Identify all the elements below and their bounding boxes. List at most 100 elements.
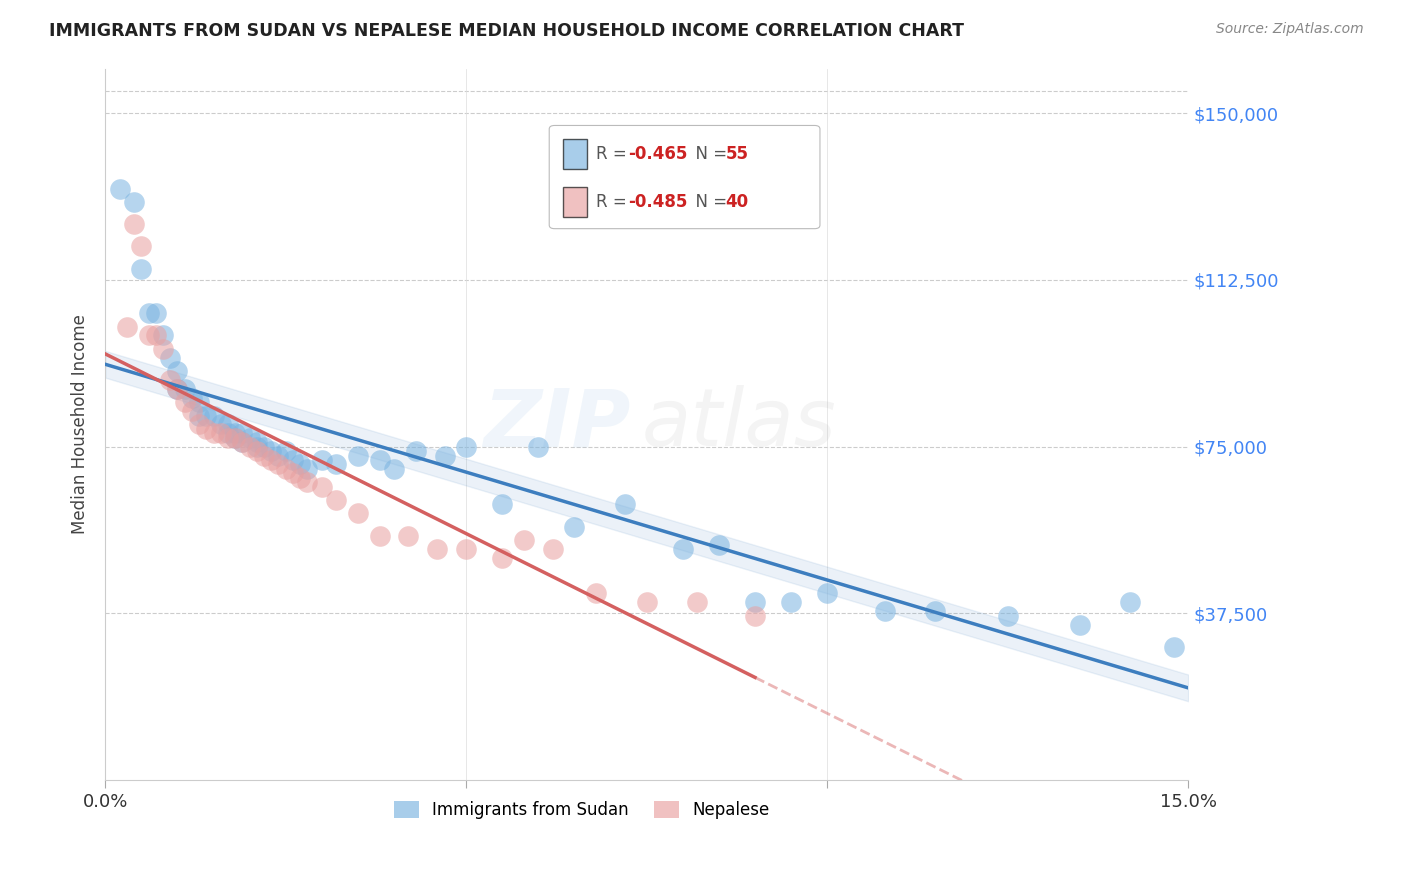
Point (108, 181, 131, 195)
Text: R =: R = (596, 193, 631, 211)
Point (180, 391, 202, 405)
Point (780, 595, 803, 609)
Point (744, 608, 766, 623)
Point (274, 444, 297, 458)
Text: 40: 40 (725, 193, 749, 211)
Point (202, 409, 225, 423)
Point (288, 471, 311, 485)
Text: IMMIGRANTS FROM SUDAN VS NEPALESE MEDIAN HOUSEHOLD INCOME CORRELATION CHART: IMMIGRANTS FROM SUDAN VS NEPALESE MEDIAN… (49, 22, 965, 40)
Point (131, 239, 153, 253)
FancyBboxPatch shape (550, 126, 820, 228)
Point (246, 440, 269, 454)
Point (325, 493, 347, 508)
Point (145, 328, 167, 343)
Point (585, 586, 607, 600)
Text: R =: R = (596, 145, 631, 163)
Point (267, 449, 290, 463)
Text: -0.465: -0.465 (628, 145, 688, 163)
Point (426, 541, 449, 556)
Point (707, 537, 730, 551)
Point (188, 417, 211, 432)
Point (209, 426, 232, 441)
FancyBboxPatch shape (564, 187, 588, 217)
Point (159, 373, 181, 387)
Point (231, 435, 253, 450)
Point (195, 422, 218, 436)
Point (297, 475, 319, 490)
Point (231, 435, 253, 450)
Point (152, 328, 174, 343)
Text: 55: 55 (725, 145, 749, 163)
Point (122, 217, 145, 231)
Point (217, 431, 239, 445)
Point (325, 458, 347, 472)
Point (297, 462, 319, 476)
Point (614, 498, 637, 512)
Point (744, 595, 766, 609)
Point (159, 351, 181, 365)
Point (456, 440, 478, 454)
Point (564, 520, 586, 534)
Point (382, 462, 405, 476)
Point (217, 417, 239, 432)
Point (260, 453, 283, 467)
Point (924, 604, 946, 618)
Point (231, 426, 253, 441)
Point (281, 467, 304, 481)
Point (166, 382, 188, 396)
Point (195, 409, 218, 423)
Point (456, 541, 478, 556)
Point (686, 595, 709, 609)
Text: N =: N = (685, 193, 733, 211)
Point (368, 453, 391, 467)
Text: ZIP: ZIP (484, 385, 630, 464)
Point (636, 595, 658, 609)
Point (311, 453, 333, 467)
Point (180, 404, 202, 418)
Point (274, 462, 297, 476)
Point (115, 319, 138, 334)
Point (246, 444, 269, 458)
Point (368, 528, 391, 542)
FancyBboxPatch shape (564, 139, 588, 169)
Point (347, 507, 370, 521)
Point (311, 480, 333, 494)
Point (173, 382, 195, 396)
Point (491, 498, 513, 512)
Point (433, 449, 456, 463)
Point (267, 458, 290, 472)
Point (166, 364, 188, 378)
Point (1069, 617, 1091, 632)
Point (815, 586, 838, 600)
Point (202, 426, 225, 441)
Text: -0.485: -0.485 (628, 193, 688, 211)
Text: Source: ZipAtlas.com: Source: ZipAtlas.com (1216, 22, 1364, 37)
Point (347, 449, 370, 463)
Point (281, 453, 304, 467)
Point (224, 431, 246, 445)
Point (396, 528, 419, 542)
Point (405, 444, 427, 458)
Point (224, 426, 246, 441)
Point (239, 440, 262, 454)
Point (253, 449, 276, 463)
Point (188, 409, 211, 423)
Text: N =: N = (685, 145, 733, 163)
Point (246, 435, 269, 450)
Point (1119, 595, 1142, 609)
Point (513, 533, 536, 547)
Point (253, 440, 276, 454)
Point (131, 261, 153, 276)
Point (138, 328, 160, 343)
Point (145, 306, 167, 320)
Point (288, 458, 311, 472)
Point (122, 194, 145, 209)
Point (224, 431, 246, 445)
Point (491, 550, 513, 565)
Point (527, 440, 550, 454)
Y-axis label: Median Household Income: Median Household Income (72, 315, 89, 534)
Point (672, 541, 695, 556)
Point (260, 444, 283, 458)
Point (997, 608, 1019, 623)
Point (138, 306, 160, 320)
